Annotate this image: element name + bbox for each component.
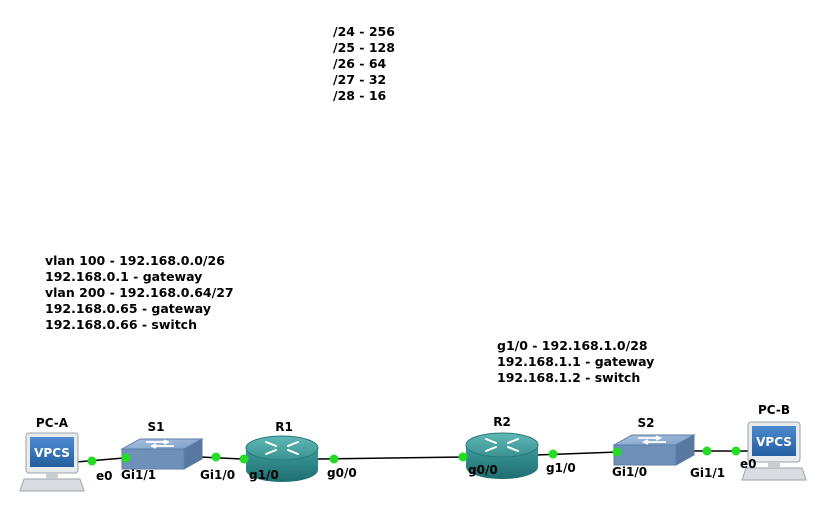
s1-node[interactable]: S1 xyxy=(120,420,204,470)
device-label-s1: S1 xyxy=(148,420,165,434)
vpcs-computer-icon: VPCS xyxy=(19,432,85,492)
r2-addressing-note: g1/0 - 192.168.1.0/28 192.168.1.1 - gate… xyxy=(497,338,654,386)
note-line: /28 - 16 xyxy=(333,88,387,103)
note-line: /25 - 128 xyxy=(333,40,395,55)
device-label-s2: S2 xyxy=(638,416,655,430)
link-r2-s2[interactable] xyxy=(535,451,619,456)
link-status-dot xyxy=(239,454,249,464)
note-line: vlan 200 - 192.168.0.64/27 xyxy=(45,285,234,300)
link-status-dots xyxy=(87,446,741,466)
note-line: g1/0 - 192.168.1.0/28 xyxy=(497,338,648,353)
link-status-dot xyxy=(548,449,558,459)
link-status-dot xyxy=(612,447,622,457)
note-line: 192.168.0.65 - gateway xyxy=(45,301,211,316)
port-label: Gi1/1 xyxy=(690,466,725,480)
link-status-dot xyxy=(87,456,97,466)
vpcs-badge: VPCS xyxy=(756,435,792,449)
link-r1-r2[interactable] xyxy=(317,456,465,460)
r1-node[interactable]: R1 xyxy=(245,420,319,482)
port-label: g0/0 xyxy=(327,466,357,480)
note-line: 192.168.1.2 - switch xyxy=(497,370,641,385)
port-label: Gi1/1 xyxy=(121,468,156,482)
port-label: g1/0 xyxy=(546,461,576,475)
vpcs-badge: VPCS xyxy=(34,446,70,460)
link-status-dot xyxy=(329,454,339,464)
switch-icon xyxy=(612,434,696,466)
r2-node[interactable]: R2 xyxy=(465,415,539,479)
note-line: 192.168.0.1 - gateway xyxy=(45,269,203,284)
note-line: 192.168.1.1 - gateway xyxy=(497,354,655,369)
link-status-dot xyxy=(731,446,741,456)
switch-icon xyxy=(120,438,204,470)
port-label: e0 xyxy=(96,469,113,483)
subnet-mask-note: /24 - 256 /25 - 128 /26 - 64 /27 - 32 /2… xyxy=(333,24,395,104)
link-status-dot xyxy=(211,452,221,462)
port-label: Gi1/0 xyxy=(612,465,647,479)
router-icon xyxy=(245,435,319,482)
note-line: 192.168.0.66 - switch xyxy=(45,317,197,332)
link-pca-s1[interactable] xyxy=(75,457,125,463)
note-line: vlan 100 - 192.168.0.0/26 xyxy=(45,253,225,268)
pc-b-node[interactable]: VPCS PC-B xyxy=(741,403,807,481)
router-icon xyxy=(465,432,539,479)
link-status-dot xyxy=(458,452,468,462)
link-s1-r1[interactable] xyxy=(199,456,243,460)
port-label: Gi1/0 xyxy=(200,468,235,482)
pc-a-node[interactable]: VPCS PC-A xyxy=(19,416,85,492)
device-label-r1: R1 xyxy=(275,420,293,434)
port-label: g0/0 xyxy=(468,463,498,477)
note-line: /27 - 32 xyxy=(333,72,387,87)
device-label-pc-a: PC-A xyxy=(36,416,69,430)
vlan-addressing-note: vlan 100 - 192.168.0.0/26 192.168.0.1 - … xyxy=(45,253,234,333)
device-label-r2: R2 xyxy=(493,415,511,429)
port-label: e0 xyxy=(740,457,757,471)
vpcs-computer-icon: VPCS xyxy=(741,421,807,481)
link-status-dot xyxy=(121,453,131,463)
device-label-pc-b: PC-B xyxy=(758,403,790,417)
s2-node[interactable]: S2 xyxy=(612,416,696,466)
port-label: g1/0 xyxy=(249,468,279,482)
link-status-dot xyxy=(702,446,712,456)
note-line: /26 - 64 xyxy=(333,56,387,71)
note-line: /24 - 256 xyxy=(333,24,395,39)
